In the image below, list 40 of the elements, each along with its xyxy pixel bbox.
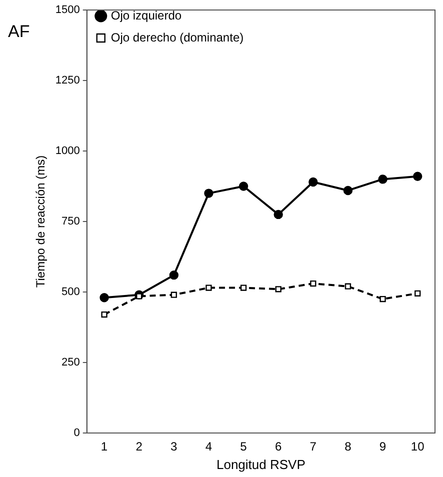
point [380,296,386,302]
point [275,286,282,292]
point [101,311,108,318]
y-tick-label: 500 [62,286,80,298]
point [240,284,247,291]
point [310,280,316,287]
y-tick-label: 1250 [55,74,80,87]
x-tick-label: 8 [344,440,352,454]
y-tick-label: 250 [62,356,80,369]
text: AF [8,22,30,42]
point [100,293,109,302]
x-axis-title: Longitud RSVP [216,456,306,472]
point [204,188,214,198]
x-tick-label: 9 [379,440,386,454]
x-tick-label: 6 [275,440,282,454]
point [343,186,353,196]
x-tick-label: 4 [205,440,212,454]
point [344,283,352,290]
point [414,290,421,296]
point [206,284,212,291]
x-tick-label: 2 [136,440,143,454]
x-tick-label: 10 [410,440,425,454]
y-axis-title: Tiempo de reacción (ms) [34,155,48,288]
x-tick-label: 7 [310,440,317,454]
x-tick-label: 5 [240,440,248,454]
point [274,210,283,220]
x-tick-label: 1 [100,440,108,454]
y-tick-label: 0 [74,427,80,440]
legend-label: Ojo derecho (dominante) [110,30,244,44]
x-tick-label: 3 [170,440,178,454]
point [308,177,318,187]
point [170,292,177,298]
legend-label: Ojo izquierdo [110,8,182,22]
point [412,172,422,181]
y-tick-label: 1000 [55,145,80,158]
point [238,182,248,191]
point [378,174,388,184]
y-tick-label: 1500 [55,4,80,16]
point [169,270,179,280]
y-tick-label: 750 [62,216,80,228]
